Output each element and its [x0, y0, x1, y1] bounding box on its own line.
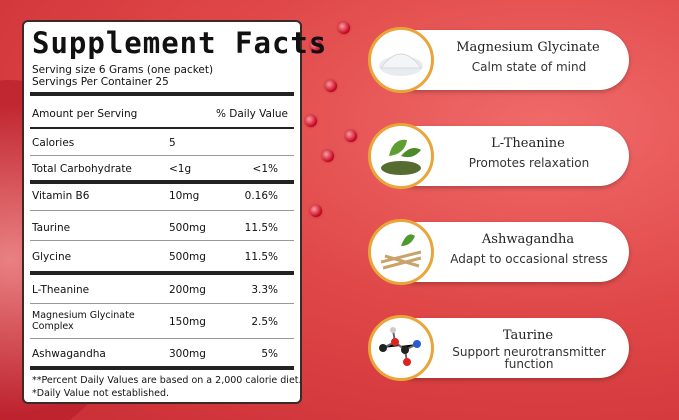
ingredient-icon [368, 123, 434, 189]
powder-icon [379, 53, 423, 76]
row-dv: 0.16% [244, 190, 278, 202]
divider [30, 338, 294, 339]
row-name: Magnesium Glycinate Complex [32, 310, 135, 332]
supplement-facts-panel: Supplement Facts Serving size 6 Grams (o… [22, 20, 326, 404]
ingredient-name: Magnesium Glycinate [456, 40, 600, 55]
seed [345, 130, 357, 142]
row-name: L-Theanine [32, 284, 90, 296]
divider [30, 303, 294, 304]
row-name: Calories [32, 137, 75, 149]
ingredient-description: Calm state of mind [471, 60, 587, 74]
ingredient-name: L-Theanine [491, 136, 565, 151]
tea-icon [381, 139, 421, 175]
divider [30, 180, 294, 184]
divider [30, 271, 294, 275]
row-dv: <1% [252, 163, 278, 175]
seed [310, 205, 322, 217]
seed [325, 80, 337, 92]
ingredient-name: Ashwagandha [481, 232, 575, 247]
row-dv: 2.5% [251, 316, 278, 328]
ingredient-name: Taurine [502, 328, 554, 343]
row-dv: 5% [261, 348, 278, 360]
root-icon [380, 234, 422, 270]
row-name: Total Carbohydrate [32, 163, 132, 175]
row-dv: 11.5% [244, 222, 278, 234]
divider [30, 210, 294, 211]
ingredient-icon [368, 315, 434, 381]
row-name: Ashwagandha [32, 348, 106, 360]
seed [338, 22, 350, 34]
seed [322, 150, 334, 162]
ingredient-description: Adapt to occasional stress [450, 252, 608, 266]
row-amount: 10mg [169, 190, 200, 202]
row-dv: 11.5% [244, 251, 278, 263]
ingredient-description: Support neurotransmitter function [452, 345, 606, 371]
ingredient-description: Promotes relaxation [468, 156, 590, 170]
row-name: Glycine [32, 251, 72, 263]
row-amount: 300mg [169, 348, 206, 360]
divider [30, 155, 294, 156]
servings-per-container: Servings Per Container 25 [32, 76, 169, 88]
row-amount: <1g [169, 163, 192, 175]
header-daily-value: % Daily Value [215, 108, 288, 120]
row-amount: 150mg [169, 316, 206, 328]
divider [30, 127, 294, 129]
molecule-icon [379, 327, 421, 366]
ingredient-icon [368, 27, 434, 93]
divider [30, 240, 294, 241]
divider [30, 366, 294, 370]
footnote: *Daily Value not established. [32, 388, 170, 399]
row-name: Taurine [32, 222, 71, 234]
row-dv: 3.3% [251, 284, 278, 296]
footnote: **Percent Daily Values are based on a 2,… [32, 375, 302, 386]
row-amount: 500mg [169, 222, 206, 234]
facts-title: Supplement Facts [32, 26, 328, 60]
row-amount: 500mg [169, 251, 206, 263]
ingredient-icon [368, 219, 434, 285]
row-name: Vitamin B6 [32, 190, 90, 202]
seed [310, 40, 322, 52]
serving-size: Serving size 6 Grams (one packet) [32, 64, 214, 76]
header-amount: Amount per Serving [32, 108, 138, 120]
row-amount: 5 [169, 137, 176, 149]
divider [30, 92, 294, 96]
row-amount: 200mg [169, 284, 206, 296]
seed [305, 115, 317, 127]
